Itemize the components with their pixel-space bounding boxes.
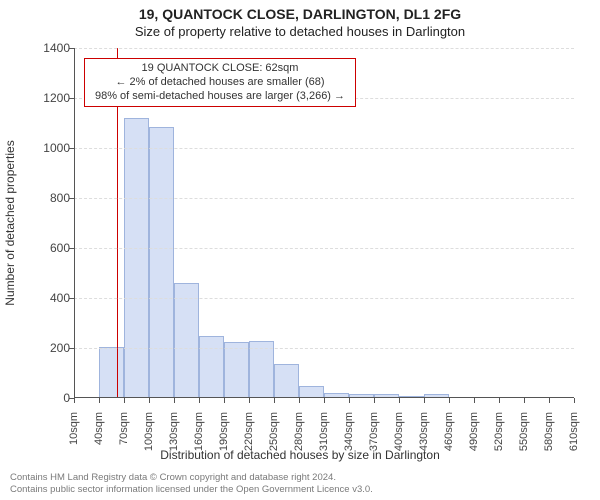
xtick-mark (224, 398, 225, 403)
histogram-bar (224, 342, 249, 398)
histogram-bar (274, 364, 299, 398)
grid-line (74, 48, 574, 49)
xtick-mark (124, 398, 125, 403)
xtick-mark (574, 398, 575, 403)
xtick-label: 40sqm (93, 412, 105, 452)
xtick-mark (299, 398, 300, 403)
ytick-label: 1200 (20, 91, 70, 105)
xtick-label: 100sqm (143, 412, 155, 452)
page-subtitle: Size of property relative to detached ho… (0, 24, 600, 39)
histogram-bar (349, 394, 374, 398)
xtick-label: 370sqm (368, 412, 380, 452)
xtick-label: 610sqm (568, 412, 580, 452)
xtick-mark (349, 398, 350, 403)
xtick-mark (149, 398, 150, 403)
footer-line-2: Contains public sector information licen… (10, 484, 590, 496)
xtick-mark (499, 398, 500, 403)
annotation-line-2: ← 2% of detached houses are smaller (68) (91, 76, 349, 90)
ytick-label: 600 (20, 241, 70, 255)
xtick-mark (374, 398, 375, 403)
xtick-mark (249, 398, 250, 403)
xtick-label: 550sqm (518, 412, 530, 452)
histogram-bar (324, 393, 349, 398)
xtick-label: 10sqm (68, 412, 80, 452)
ytick-label: 0 (20, 391, 70, 405)
histogram-bar (124, 118, 149, 398)
xtick-mark (174, 398, 175, 403)
xtick-label: 220sqm (243, 412, 255, 452)
chart-plot-area: 19 QUANTOCK CLOSE: 62sqm ← 2% of detache… (74, 48, 574, 398)
histogram-bar (249, 341, 274, 399)
histogram-bar (424, 394, 449, 398)
xtick-label: 250sqm (268, 412, 280, 452)
histogram-bar (149, 127, 174, 398)
footer: Contains HM Land Registry data © Crown c… (10, 472, 590, 496)
annotation-line-1: 19 QUANTOCK CLOSE: 62sqm (91, 62, 349, 76)
xtick-label: 490sqm (468, 412, 480, 452)
annotation-line-3: 98% of semi-detached houses are larger (… (91, 90, 349, 104)
xtick-label: 70sqm (118, 412, 130, 452)
xtick-label: 430sqm (418, 412, 430, 452)
xtick-label: 460sqm (443, 412, 455, 452)
xtick-mark (549, 398, 550, 403)
xtick-label: 310sqm (318, 412, 330, 452)
ytick-label: 1000 (20, 141, 70, 155)
xtick-mark (99, 398, 100, 403)
histogram-bar (374, 394, 399, 398)
ytick-label: 400 (20, 291, 70, 305)
footer-line-1: Contains HM Land Registry data © Crown c… (10, 472, 590, 484)
xtick-mark (524, 398, 525, 403)
y-axis-title: Number of detached properties (3, 140, 17, 305)
xtick-label: 280sqm (293, 412, 305, 452)
xtick-label: 190sqm (218, 412, 230, 452)
xtick-label: 400sqm (393, 412, 405, 452)
xtick-mark (424, 398, 425, 403)
histogram-bar (99, 347, 124, 398)
histogram-bar (399, 396, 424, 398)
xtick-label: 340sqm (343, 412, 355, 452)
xtick-label: 160sqm (193, 412, 205, 452)
xtick-label: 580sqm (543, 412, 555, 452)
histogram-bar (299, 386, 324, 399)
histogram-bar (174, 283, 199, 398)
xtick-mark (474, 398, 475, 403)
xtick-mark (449, 398, 450, 403)
xtick-label: 520sqm (493, 412, 505, 452)
xtick-mark (74, 398, 75, 403)
histogram-bar (199, 336, 224, 399)
xtick-mark (324, 398, 325, 403)
xtick-mark (399, 398, 400, 403)
xtick-mark (274, 398, 275, 403)
xtick-mark (199, 398, 200, 403)
ytick-label: 1400 (20, 41, 70, 55)
annotation-box: 19 QUANTOCK CLOSE: 62sqm ← 2% of detache… (84, 58, 356, 107)
page-title: 19, QUANTOCK CLOSE, DARLINGTON, DL1 2FG (0, 6, 600, 22)
xtick-label: 130sqm (168, 412, 180, 452)
ytick-label: 800 (20, 191, 70, 205)
ytick-label: 200 (20, 341, 70, 355)
